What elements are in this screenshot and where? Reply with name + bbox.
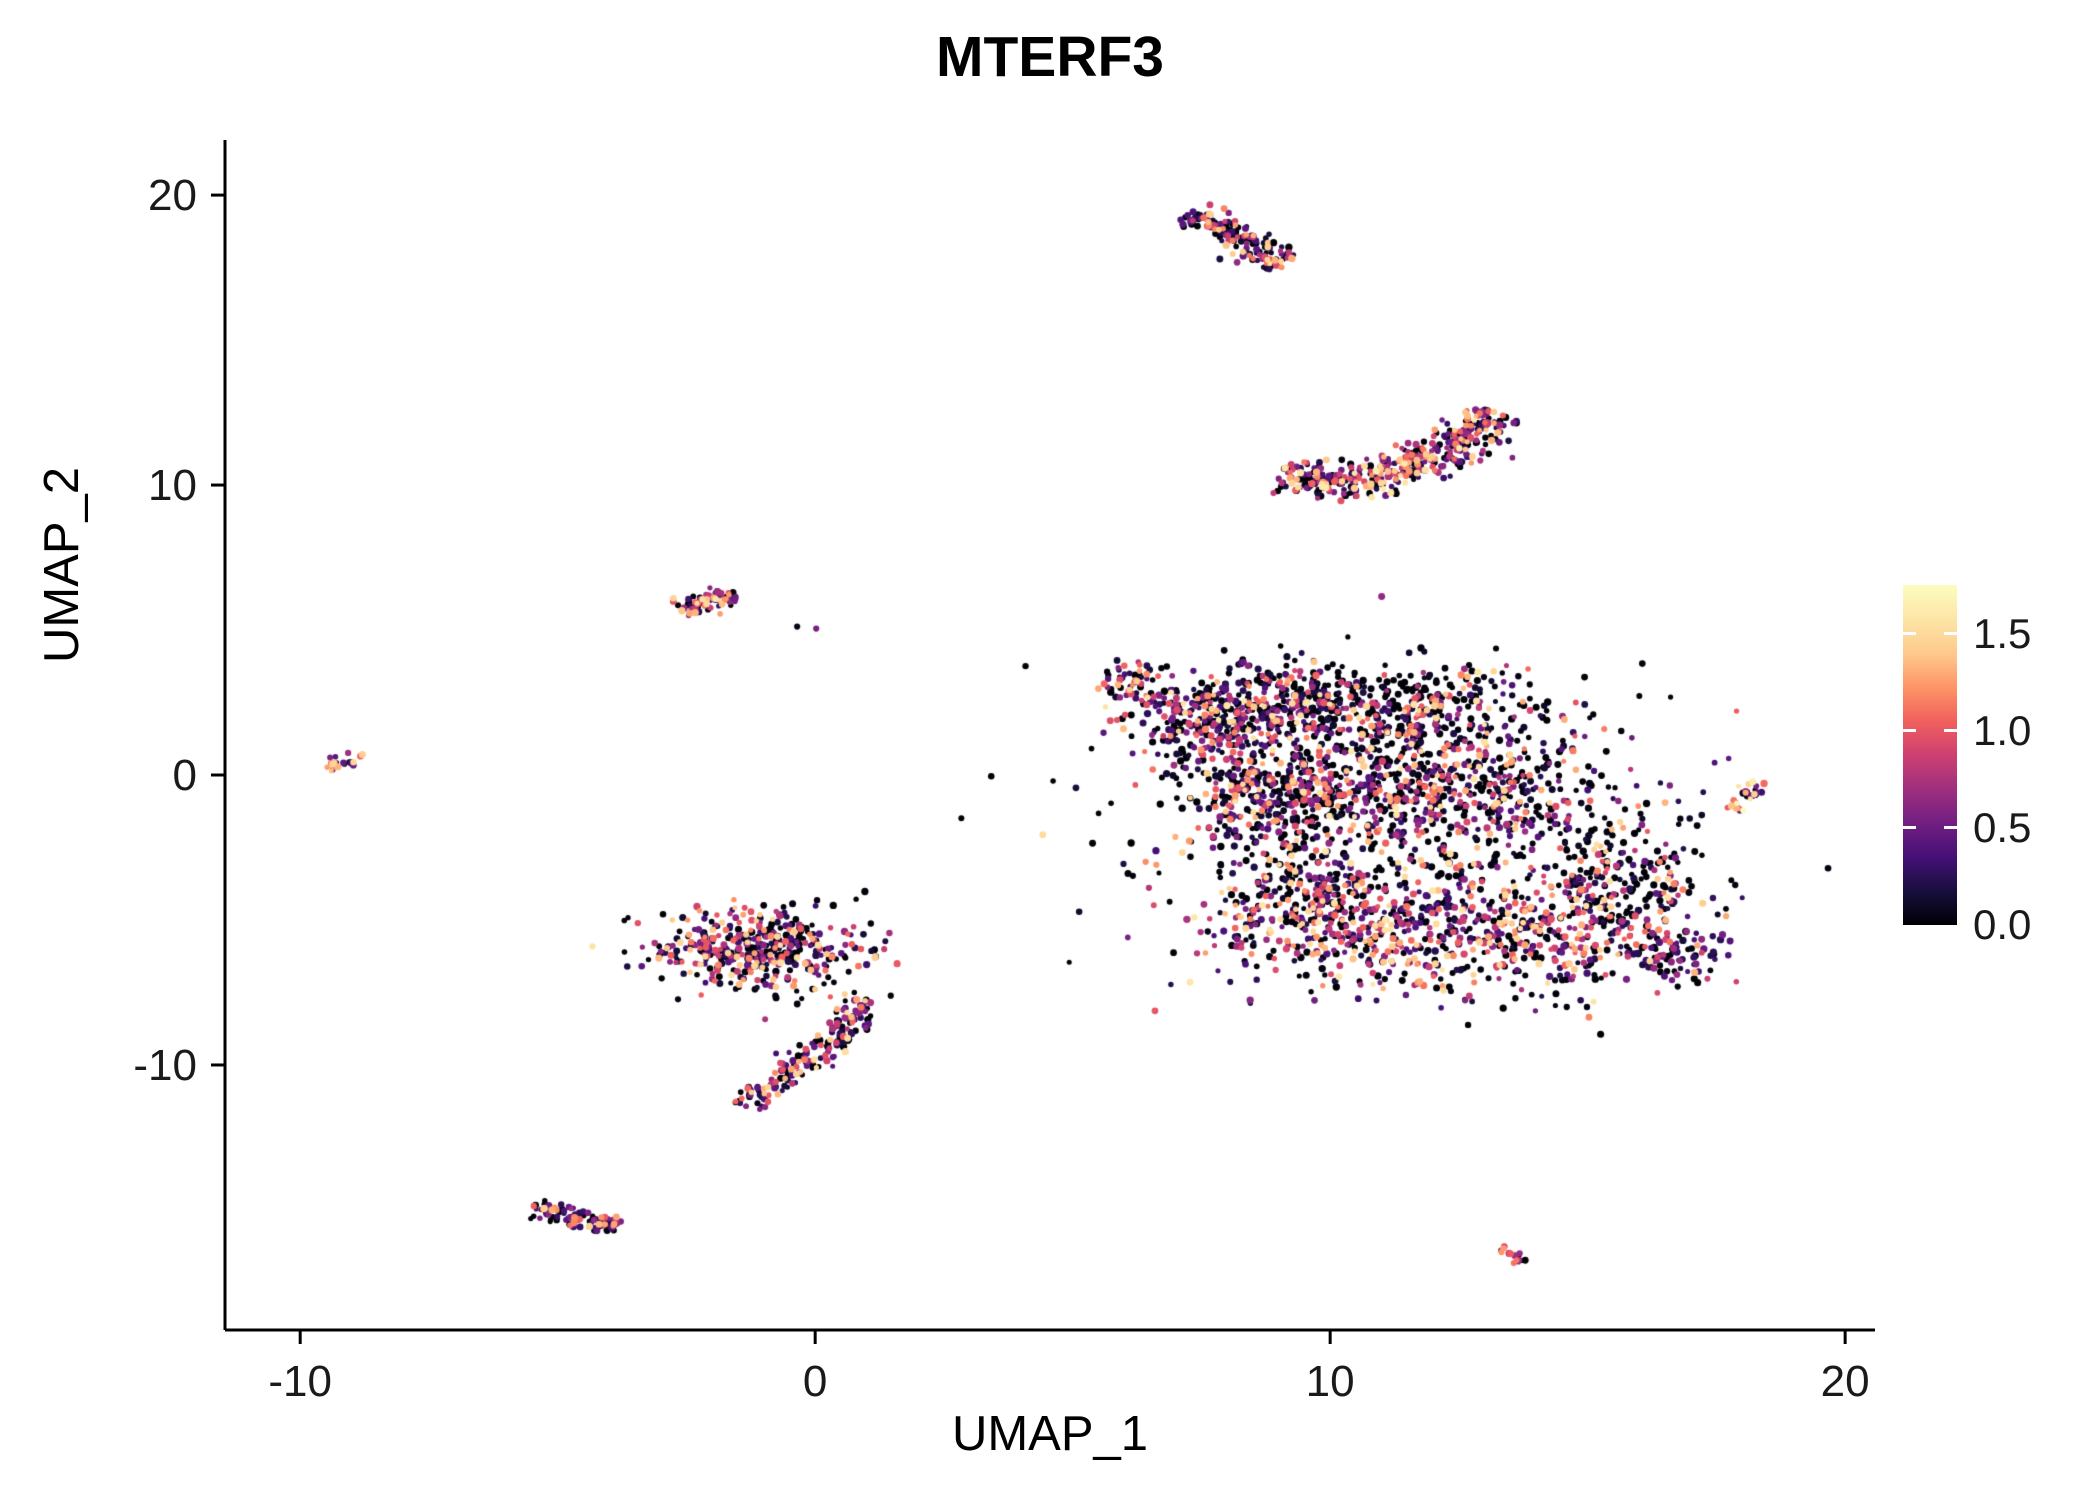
colorbar-tick-mark (1944, 826, 1957, 830)
colorbar-tick-label: 1.0 (1973, 706, 2032, 754)
colorbar-tick-mark (1903, 632, 1916, 636)
colorbar-tick-label: 0.5 (1973, 803, 2032, 851)
colorbar-tick-mark (1903, 826, 1916, 830)
y-axis-title: UMAP_2 (35, 466, 89, 664)
x-axis-title: UMAP_1 (951, 1407, 1149, 1461)
colorbar-gradient (1903, 585, 1957, 925)
colorbar-tick-mark (1944, 632, 1957, 636)
colorbar (1903, 585, 1957, 925)
colorbar-tick-label: 0.0 (1973, 901, 2032, 948)
plot-title: MTERF3 (936, 25, 1164, 89)
colorbar-tick-mark (1944, 729, 1957, 733)
colorbar-tick-mark (1903, 729, 1916, 733)
colorbar-tick-label: 1.5 (1973, 609, 2032, 657)
